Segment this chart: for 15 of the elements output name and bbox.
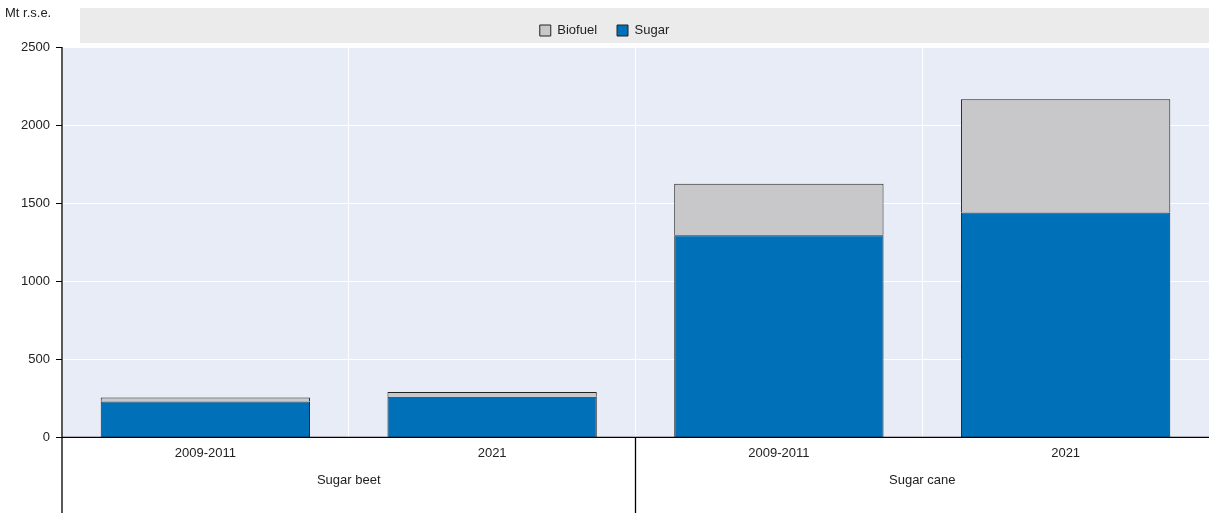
y-tick-label: 2500 [21,38,50,54]
text: Sugar cane [889,471,956,487]
y-tick-label: 1000 [21,272,50,288]
y-axis-title: Mt r.s.e. [5,4,52,20]
legend-label: Sugar [634,22,670,38]
x-tick-label: 2021 [477,444,507,460]
x-tick-label: 2009-2011 [174,444,236,460]
text: Sugar beet [316,471,381,487]
y-tick-label: 0 [42,428,50,444]
y-tick-label: 500 [28,350,50,366]
x-tick-label: 2009-2011 [748,444,810,460]
y-tick-label: 2000 [21,116,50,132]
legend-label: Biofuel [557,22,598,38]
x-tick-label: 2021 [1051,444,1081,460]
y-tick-label: 1500 [21,194,50,210]
